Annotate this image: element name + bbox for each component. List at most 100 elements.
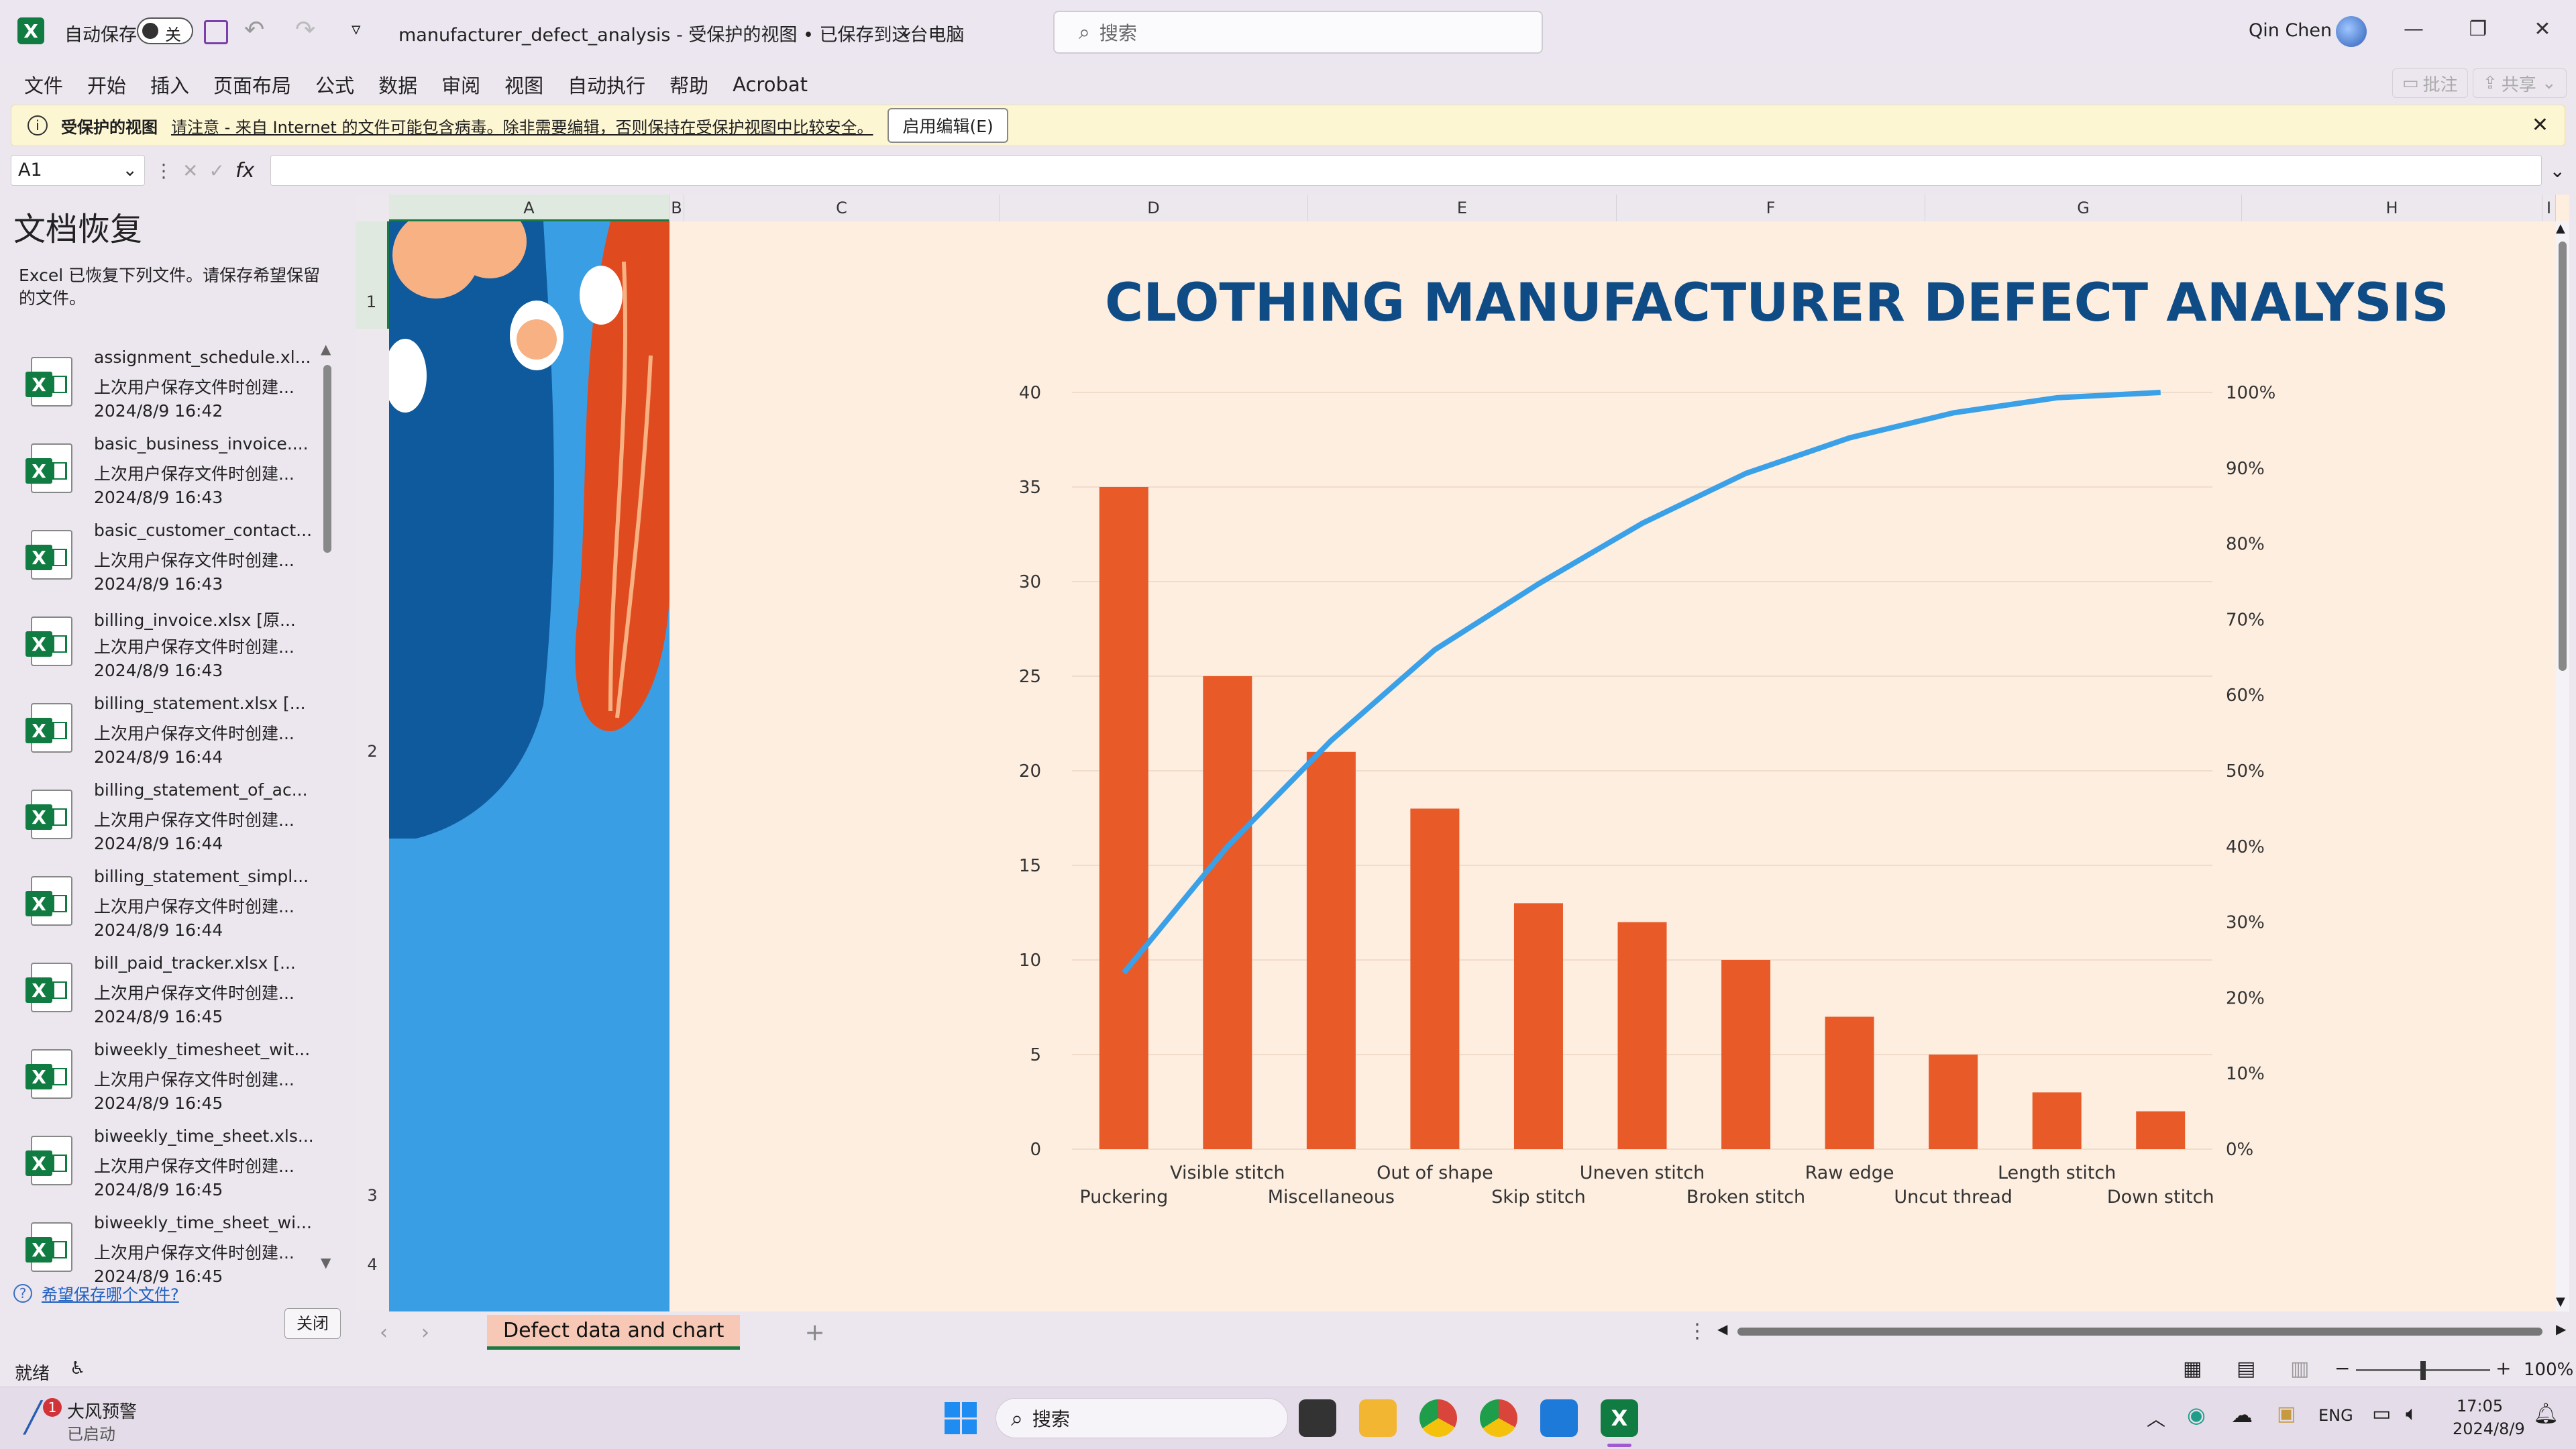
app-tray-icon[interactable]: ▣ (2277, 1402, 2296, 1426)
file-explorer-icon[interactable] (1359, 1399, 1397, 1437)
notification-icon[interactable]: 🔔︎ (2533, 1402, 2559, 1426)
chrome-profile-icon[interactable] (1480, 1399, 1517, 1437)
comments-button[interactable]: ▭ 批注 (2392, 68, 2468, 98)
more-icon[interactable]: ⋮ (154, 159, 173, 182)
column-header[interactable]: F (1617, 195, 1925, 221)
row-header[interactable]: 4 (356, 1218, 389, 1311)
column-header[interactable]: B (669, 195, 684, 221)
column-header[interactable]: I (2542, 195, 2556, 221)
weather-icon[interactable]: ╱ 1 (24, 1398, 62, 1438)
cancel-icon[interactable]: ✕ (182, 159, 199, 182)
vscode-icon[interactable] (1540, 1399, 1578, 1437)
chrome-icon[interactable] (1419, 1399, 1457, 1437)
enable-editing-button[interactable]: 启用编辑(E) (888, 108, 1008, 143)
bar-skip-stitch[interactable] (1513, 903, 1563, 1149)
expand-formula-icon[interactable]: ⌄ (2549, 159, 2565, 182)
bar-uneven-stitch[interactable] (1617, 922, 1667, 1149)
bar-uncut-thread[interactable] (1929, 1055, 1978, 1149)
volume-icon[interactable]: 🔈︎ (2406, 1402, 2418, 1426)
column-header[interactable]: E (1308, 195, 1617, 221)
user-name[interactable]: Qin Chen (2249, 20, 2332, 41)
row-header[interactable]: 1 (356, 221, 389, 329)
menu-help[interactable]: 帮助 (669, 74, 709, 97)
tray-expand-icon[interactable]: ︿ (2147, 1408, 2166, 1430)
bar-length-stitch[interactable] (2032, 1092, 2082, 1149)
pareto-chart[interactable]: CLOTHING MANUFACTURER DEFECT ANALYSIS 0 5… (669, 221, 2569, 1311)
bar-out-of-shape[interactable] (1410, 808, 1460, 1149)
clock-time[interactable]: 17:05 (2457, 1397, 2504, 1415)
accessibility-icon[interactable]: ♿ (70, 1358, 86, 1379)
sheet-tab-defect-data[interactable]: Defect data and chart (487, 1315, 741, 1350)
column-header[interactable]: G (1925, 195, 2242, 221)
add-sheet-icon[interactable]: + (804, 1318, 825, 1346)
zoom-in-icon[interactable]: + (2496, 1357, 2512, 1379)
zoom-out-icon[interactable]: − (2334, 1357, 2351, 1379)
network-icon[interactable]: ▭ (2372, 1402, 2392, 1426)
next-sheet-icon[interactable]: › (421, 1320, 429, 1344)
column-header[interactable]: C (684, 195, 1000, 221)
bar-miscellaneous[interactable] (1306, 751, 1356, 1149)
menu-view[interactable]: 视图 (504, 74, 544, 97)
share-button[interactable]: ⇪ 共享 ⌄ (2473, 68, 2567, 98)
bar-visible-stitch[interactable] (1203, 676, 1252, 1149)
horizontal-scrollbar[interactable]: ◀ ▶ (1717, 1321, 2567, 1337)
column-header[interactable]: H (2242, 195, 2542, 221)
page-layout-view-icon[interactable]: ▤ (2237, 1357, 2256, 1381)
close-bar-icon[interactable]: ✕ (2531, 113, 2548, 137)
bar-down-stitch[interactable] (2136, 1111, 2186, 1149)
insert-function-icon[interactable]: fx (235, 158, 255, 182)
row-header[interactable]: 2 (356, 329, 389, 1174)
task-view-icon[interactable] (1299, 1399, 1336, 1437)
zoom-level[interactable]: 100% (2524, 1360, 2574, 1380)
column-header[interactable]: D (1000, 195, 1308, 221)
prev-sheet-icon[interactable]: ‹ (380, 1320, 388, 1344)
row-header[interactable]: 3 (356, 1174, 389, 1218)
column-header[interactable]: A (389, 195, 669, 221)
redo-icon[interactable]: ↷ (295, 16, 316, 44)
menu-insert[interactable]: 插入 (150, 74, 190, 97)
close-recovery-button[interactable]: 关闭 (284, 1308, 341, 1339)
restore-icon[interactable]: ❐ (2469, 17, 2487, 41)
weather-title[interactable]: 大风预警 (67, 1402, 138, 1422)
undo-icon[interactable]: ↶ (244, 16, 265, 44)
vertical-scrollbar[interactable]: ▲ ▼ (2556, 221, 2569, 1311)
sheet-options-icon[interactable]: ⋮ (1687, 1320, 1707, 1343)
clock-date[interactable]: 2024/8/9 (2453, 1419, 2525, 1438)
bar-puckering[interactable] (1099, 487, 1148, 1149)
menu-automate[interactable]: 自动执行 (568, 74, 646, 97)
excel-taskbar-icon[interactable]: X (1601, 1399, 1638, 1437)
start-icon[interactable] (945, 1402, 977, 1434)
menu-data[interactable]: 数据 (378, 74, 418, 97)
save-icon[interactable] (204, 20, 228, 44)
customize-toolbar-icon[interactable]: ▿ (352, 19, 361, 40)
help-link[interactable]: ? 希望保存哪个文件? (13, 1281, 179, 1305)
page-break-view-icon[interactable]: ▥ (2290, 1357, 2310, 1381)
avatar[interactable] (2336, 16, 2367, 47)
bar-broken-stitch[interactable] (1721, 960, 1771, 1149)
cumulative-percent-line[interactable] (1122, 390, 2161, 975)
recovery-scrollbar[interactable]: ▲ ▼ (321, 341, 331, 1271)
title-dropdown-icon[interactable]: ⌄ (899, 20, 914, 41)
edge-tray-icon[interactable]: ◉ (2187, 1402, 2206, 1428)
menu-home[interactable]: 开始 (87, 74, 127, 97)
formula-input[interactable] (270, 155, 2542, 186)
minimize-icon[interactable]: — (2404, 17, 2424, 41)
taskbar-search[interactable]: ⌕ 搜索 (996, 1398, 1288, 1438)
normal-view-icon[interactable]: ▦ (2183, 1357, 2202, 1381)
bar-raw-edge[interactable] (1825, 1016, 1874, 1149)
menu-page-layout[interactable]: 页面布局 (213, 74, 292, 97)
search-input[interactable]: ⌕ 搜索 (1053, 11, 1543, 54)
menu-review[interactable]: 审阅 (441, 74, 481, 97)
